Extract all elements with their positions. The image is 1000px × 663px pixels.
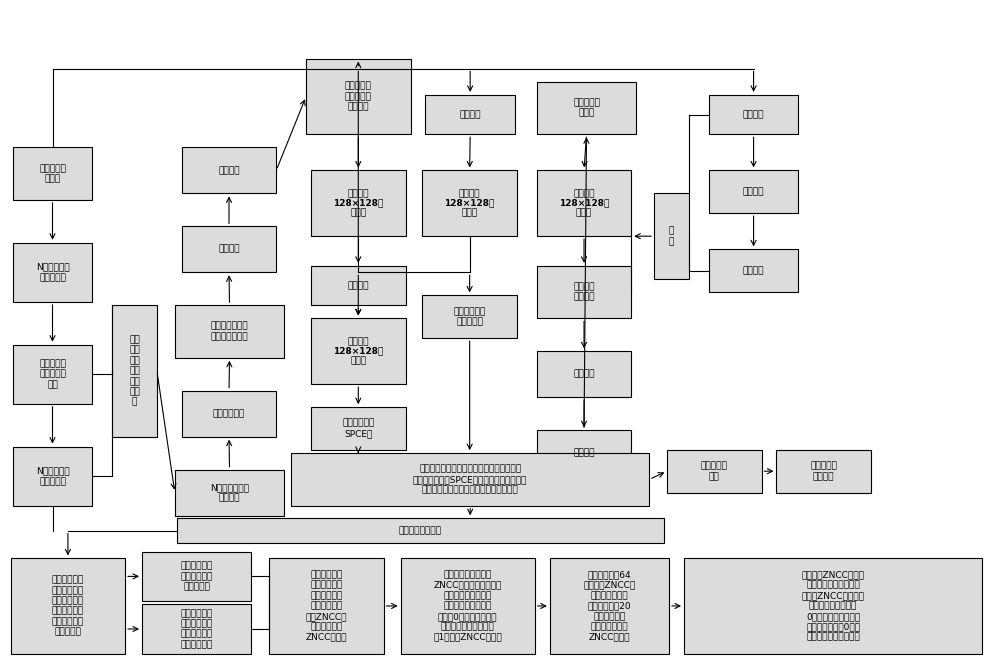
Text: 128×128进: 128×128进 xyxy=(444,199,495,208)
FancyBboxPatch shape xyxy=(13,243,92,302)
Text: 不重叠按: 不重叠按 xyxy=(348,337,369,346)
Text: 有图像块发生篡改: 有图像块发生篡改 xyxy=(399,526,442,535)
FancyBboxPatch shape xyxy=(175,469,284,516)
FancyBboxPatch shape xyxy=(182,226,276,272)
Text: 待测图像: 待测图像 xyxy=(743,110,764,119)
FancyBboxPatch shape xyxy=(537,266,631,318)
Text: 待测图像来
源相机参考
模式噪声: 待测图像来 源相机参考 模式噪声 xyxy=(345,82,372,111)
Text: 维纳滤波: 维纳滤波 xyxy=(218,166,240,175)
FancyBboxPatch shape xyxy=(11,558,125,654)
Text: 行分块: 行分块 xyxy=(350,208,366,217)
FancyBboxPatch shape xyxy=(537,170,631,236)
Text: 128×128进: 128×128进 xyxy=(333,199,383,208)
Text: 不重叠按: 不重叠按 xyxy=(348,190,369,198)
FancyBboxPatch shape xyxy=(550,558,669,654)
FancyBboxPatch shape xyxy=(311,266,406,305)
FancyBboxPatch shape xyxy=(112,305,157,437)
Text: 相
减: 相 减 xyxy=(669,227,674,246)
Text: 零均值化: 零均值化 xyxy=(218,245,240,254)
Text: 零均值化: 零均值化 xyxy=(573,370,595,379)
FancyBboxPatch shape xyxy=(709,249,798,292)
FancyBboxPatch shape xyxy=(422,170,517,236)
Text: 原始
图像
减去
对应
的降
噪图
像: 原始 图像 减去 对应 的降 噪图 像 xyxy=(129,335,140,406)
Text: 降噪图像: 降噪图像 xyxy=(743,266,764,275)
FancyBboxPatch shape xyxy=(291,453,649,506)
Text: 采用快速零均
值归一化互相
关算法求两个
区域对应像素
点的ZNCC系
数，得到一幅
ZNCC关联图: 采用快速零均 值归一化互相 关算法求两个 区域对应像素 点的ZNCC系 数，得到… xyxy=(306,570,347,642)
Text: N幅纹理简单
的原始图像: N幅纹理简单 的原始图像 xyxy=(36,263,69,282)
Text: 不重叠按: 不重叠按 xyxy=(573,190,595,198)
Text: 待测图像来源
相机的参考模
式噪声中对应
大致篡改区域: 待测图像来源 相机的参考模 式噪声中对应 大致篡改区域 xyxy=(181,609,213,649)
Text: 维纳滤波: 维纳滤波 xyxy=(573,449,595,457)
FancyBboxPatch shape xyxy=(537,430,631,476)
Text: 根据每一图像块的纹理选取相关性阈值进行
相关性匹配，若SPCE值小于阈值，则该图像
块发生篡改；反之，则该图像块是真实的: 根据每一图像块的纹理选取相关性阈值进行 相关性匹配，若SPCE值小于阈值，则该图… xyxy=(413,465,527,495)
FancyBboxPatch shape xyxy=(13,345,92,404)
FancyBboxPatch shape xyxy=(311,407,406,450)
Text: 不重叠按: 不重叠按 xyxy=(459,190,480,198)
Text: 待测图像来源相
机参考模式噪声: 待测图像来源相 机参考模式噪声 xyxy=(211,322,248,341)
FancyBboxPatch shape xyxy=(142,552,251,601)
FancyBboxPatch shape xyxy=(667,450,762,493)
FancyBboxPatch shape xyxy=(709,95,798,135)
Text: 用固定阈值对每一个
ZNCC系数判决，小于阈
值，则认为该素点发
生篡改，把该素点的
值置为0，反之，则未篡
改，把该位置素点的置
为1，更新ZNCC关联图: 用固定阈值对每一个 ZNCC系数判决，小于阈 值，则认为该素点发 生篡改，把该素… xyxy=(433,570,502,642)
FancyBboxPatch shape xyxy=(422,295,517,338)
Text: 待测图像: 待测图像 xyxy=(348,281,369,290)
FancyBboxPatch shape xyxy=(13,447,92,506)
FancyBboxPatch shape xyxy=(311,318,406,384)
Text: 待测图像来
源相机: 待测图像来 源相机 xyxy=(39,164,66,184)
Text: 对每一幅原
始图像小波
降噪: 对每一幅原 始图像小波 降噪 xyxy=(39,359,66,389)
FancyBboxPatch shape xyxy=(269,558,384,654)
Text: 待测图像噪
声残差: 待测图像噪 声残差 xyxy=(573,98,600,117)
Text: 没有图像块
篡改: 没有图像块 篡改 xyxy=(701,461,728,481)
FancyBboxPatch shape xyxy=(776,450,871,493)
FancyBboxPatch shape xyxy=(175,305,284,358)
FancyBboxPatch shape xyxy=(182,147,276,194)
FancyBboxPatch shape xyxy=(182,391,276,437)
Text: 最大似然估计: 最大似然估计 xyxy=(213,409,245,418)
Text: 行分块: 行分块 xyxy=(350,356,366,365)
FancyBboxPatch shape xyxy=(654,194,689,279)
Text: N幅原始图像
的降噪图像: N幅原始图像 的降噪图像 xyxy=(36,467,69,486)
FancyBboxPatch shape xyxy=(311,170,406,236)
FancyBboxPatch shape xyxy=(425,95,515,135)
Text: N幅原始图像的
噪声残差: N幅原始图像的 噪声残差 xyxy=(210,483,249,503)
Text: 待测图像
噪声残差: 待测图像 噪声残差 xyxy=(573,282,595,302)
FancyBboxPatch shape xyxy=(684,558,982,654)
Text: 128×128进: 128×128进 xyxy=(333,347,383,356)
Text: 128×128进: 128×128进 xyxy=(559,199,609,208)
FancyBboxPatch shape xyxy=(142,605,251,654)
Text: 待测图像是
真实图像: 待测图像是 真实图像 xyxy=(810,461,837,481)
FancyBboxPatch shape xyxy=(13,147,92,200)
FancyBboxPatch shape xyxy=(537,82,636,135)
FancyBboxPatch shape xyxy=(709,170,798,213)
Text: 行分块: 行分块 xyxy=(462,208,478,217)
Text: 小波降噪: 小波降噪 xyxy=(743,187,764,196)
FancyBboxPatch shape xyxy=(401,558,535,654)
Text: 行分块: 行分块 xyxy=(576,208,592,217)
Text: 计算每一块的
纹理复杂度: 计算每一块的 纹理复杂度 xyxy=(454,307,486,326)
FancyBboxPatch shape xyxy=(537,351,631,397)
Text: 待测图像噪声
残差中对应大
致篡改区域: 待测图像噪声 残差中对应大 致篡改区域 xyxy=(181,562,213,591)
Text: 计算对应块的
SPCE值: 计算对应块的 SPCE值 xyxy=(342,419,374,438)
Text: 先使用半径为64
的圆对新ZNCC关
联图进行腐蚀，
后使用半径为20
的圆再进行膨
胀，得到最终的
ZNCC关联图: 先使用半径为64 的圆对新ZNCC关 联图进行腐蚀， 后使用半径为20 的圆再进… xyxy=(583,570,636,642)
Text: 将最终的ZNCC关联图
映射到待测图像对应位
置：若ZNCC关联图中
的某个位置像素值为
0，则将待测图像对应
位置像素值置为0，从
而实现最终的篡改定位: 将最终的ZNCC关联图 映射到待测图像对应位 置：若ZNCC关联图中 的某个位置… xyxy=(802,570,865,642)
Text: 用一个最小的
矩形将待测图
像中所有发生
篡改的图像块
圈出，确定大
致篡改区域: 用一个最小的 矩形将待测图 像中所有发生 篡改的图像块 圈出，确定大 致篡改区域 xyxy=(52,575,84,636)
FancyBboxPatch shape xyxy=(177,518,664,543)
FancyBboxPatch shape xyxy=(306,58,411,135)
Text: 待测图像: 待测图像 xyxy=(459,110,481,119)
